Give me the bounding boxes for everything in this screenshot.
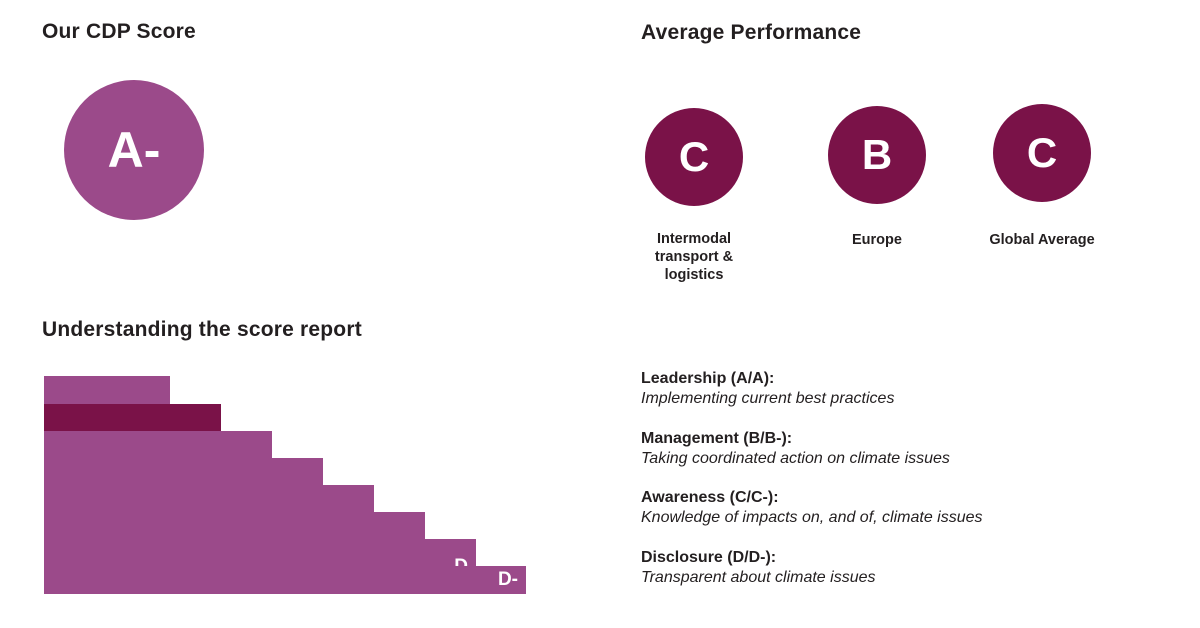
legend-disclosure: Disclosure (D/D-): Transparent about cli… [641,548,1161,588]
average-grade-sector: C [678,133,710,180]
legend-term: Disclosure (D/D-): [641,549,777,566]
legend-description: Taking coordinated action on climate iss… [641,450,950,467]
understanding-title: Understanding the score report [42,318,362,341]
score-step-d-minus: D- [44,566,526,594]
average-grade-global: C [1026,129,1058,176]
legend-description: Knowledge of impacts on, and of, climate… [641,509,983,526]
our-score-grade: A- [107,122,161,178]
legend-description: Transparent about climate issues [641,569,876,586]
average-badge-sector: C [645,108,743,206]
our-score-title: Our CDP Score [42,20,196,43]
average-performance-title: Average Performance [641,21,862,44]
legend-term: Leadership (A/A): [641,370,775,387]
average-grade-europe: B [861,131,893,178]
average-badge-global: C [993,104,1091,202]
legend-leadership: Leadership (A/A): Implementing current b… [641,369,1161,409]
average-label-global: Global Average [989,232,1095,248]
legend-term: Management (B/B-): [641,430,793,447]
legend-awareness: Awareness (C/C-): Knowledge of impacts o… [641,488,1161,528]
average-label-sector: Intermodal transport & logistics [654,231,734,283]
legend-management: Management (B/B-): Taking coordinated ac… [641,429,1161,469]
our-score-badge: A- [64,80,204,220]
legend-description: Implementing current best practices [641,390,895,407]
average-label-europe: Europe [852,232,902,248]
score-step-label: D- [497,569,518,590]
score-staircase: A A- B B- C C- D D- [44,376,526,594]
average-badge-europe: B [828,106,926,204]
legend-term: Awareness (C/C-): [641,489,779,506]
